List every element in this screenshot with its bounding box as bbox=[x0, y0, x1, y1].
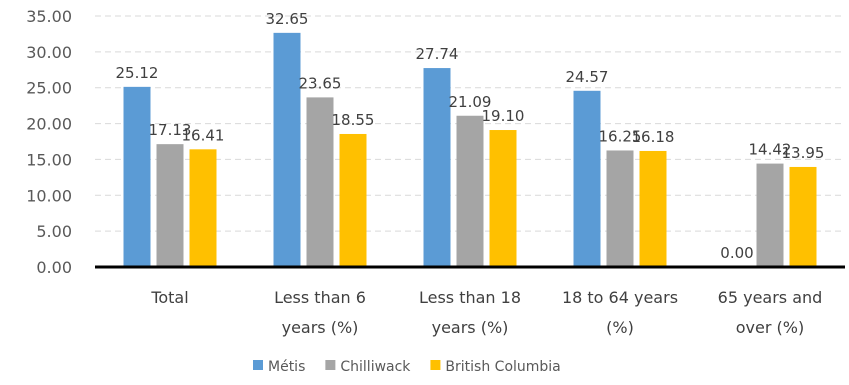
legend-swatch bbox=[430, 360, 441, 370]
x-tick-label: years (%) bbox=[432, 318, 509, 337]
bar bbox=[339, 133, 367, 267]
x-tick-label: Less than 18 bbox=[419, 288, 521, 307]
bar bbox=[456, 115, 484, 267]
data-label: 21.09 bbox=[449, 93, 492, 111]
legend-swatch bbox=[325, 360, 336, 370]
y-tick-label: 30.00 bbox=[26, 43, 72, 62]
bar bbox=[423, 68, 451, 267]
x-tick-label: over (%) bbox=[736, 318, 804, 337]
data-label: 16.41 bbox=[182, 126, 225, 144]
x-tick-label: 18 to 64 years bbox=[562, 288, 678, 307]
bar bbox=[639, 150, 667, 267]
y-axis: 0.00 5.00 10.00 15.00 20.00 25.00 30.00 35.00 bbox=[26, 7, 72, 277]
legend-swatch bbox=[253, 360, 263, 370]
legend-label: Chilliwack bbox=[340, 359, 411, 375]
x-tick-label: years (%) bbox=[282, 318, 359, 337]
data-label: 16.18 bbox=[632, 128, 675, 146]
x-tick-label: 65 years and bbox=[718, 288, 823, 307]
y-tick-label: 10.00 bbox=[26, 186, 72, 205]
bar bbox=[573, 90, 601, 267]
data-label: 17.13 bbox=[149, 121, 192, 139]
bars bbox=[123, 32, 817, 267]
data-label: 13.95 bbox=[782, 144, 825, 162]
data-label: 27.74 bbox=[416, 45, 459, 63]
bar bbox=[273, 32, 301, 267]
bar bbox=[489, 130, 517, 267]
bar bbox=[606, 150, 634, 267]
bar bbox=[156, 144, 184, 267]
data-label: 0.00 bbox=[720, 244, 753, 262]
x-tick-label: (%) bbox=[606, 318, 634, 337]
data-label: 25.12 bbox=[116, 64, 159, 82]
legend-label: Métis bbox=[268, 359, 305, 375]
data-label: 24.57 bbox=[566, 68, 609, 86]
y-tick-label: 35.00 bbox=[26, 7, 72, 26]
x-tick-label: Total bbox=[150, 288, 188, 307]
y-tick-label: 0.00 bbox=[36, 258, 72, 277]
bar bbox=[189, 149, 217, 267]
data-label: 23.65 bbox=[299, 74, 342, 92]
data-label: 18.55 bbox=[332, 111, 375, 129]
bar bbox=[789, 166, 817, 267]
y-tick-label: 5.00 bbox=[36, 222, 72, 241]
legend-label: British Columbia bbox=[445, 359, 560, 375]
x-axis: Total Less than 6 years (%) Less than 18 yea… bbox=[95, 265, 845, 337]
data-label: 32.65 bbox=[266, 10, 309, 28]
bar bbox=[123, 86, 151, 267]
data-label: 14.42 bbox=[749, 141, 792, 159]
data-label: 19.10 bbox=[482, 107, 525, 125]
y-tick-label: 25.00 bbox=[26, 79, 72, 98]
y-tick-label: 15.00 bbox=[26, 150, 72, 169]
data-label: 16.25 bbox=[599, 127, 642, 145]
bar bbox=[306, 97, 334, 267]
x-tick-label: Less than 6 bbox=[274, 288, 366, 307]
y-tick-label: 20.00 bbox=[26, 115, 72, 134]
legend: Métis Chilliwack British Columbia bbox=[253, 359, 561, 375]
bar bbox=[756, 163, 784, 267]
